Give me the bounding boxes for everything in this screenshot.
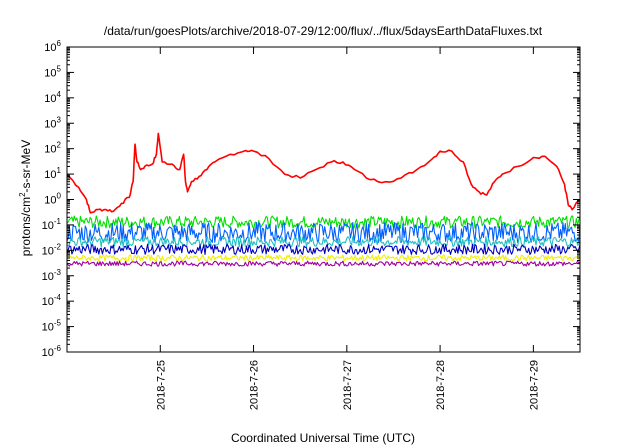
y-tick-label-1: 10-5 bbox=[42, 319, 62, 334]
y-tick-label-0: 10-6 bbox=[42, 344, 62, 359]
y-tick-label-12: 106 bbox=[44, 39, 61, 54]
plot-frame bbox=[66, 46, 581, 353]
x-tick-label-1: 2018-7-26 bbox=[249, 360, 261, 410]
x-tick-label-3: 2018-7-28 bbox=[435, 360, 447, 410]
y-axis-label: protons/cm2-s-sr-MeV bbox=[18, 140, 33, 256]
series-line-6 bbox=[66, 260, 581, 267]
x-tick-label-0: 2018-7-25 bbox=[155, 360, 167, 410]
chart-title: /data/run/goesPlots/archive/2018-07-29/1… bbox=[104, 24, 543, 38]
y-tick-label-10: 104 bbox=[44, 90, 61, 105]
series-line-1 bbox=[66, 215, 581, 229]
y-axis-ticks: 10-6 10-5 10-4 10-3 10-2 10-1 100 101 102 103 104 1… bbox=[42, 39, 580, 359]
x-axis-label: Coordinated Universal Time (UTC) bbox=[231, 431, 415, 445]
y-tick-label-4: 10-2 bbox=[42, 242, 62, 257]
y-tick-label-3: 10-3 bbox=[42, 268, 62, 283]
y-tick-label-5: 10-1 bbox=[42, 217, 62, 232]
x-tick-label-2: 2018-7-27 bbox=[342, 360, 354, 410]
y-tick-label-8: 102 bbox=[44, 141, 61, 156]
series-line-0 bbox=[66, 132, 581, 214]
series-line-5 bbox=[66, 254, 581, 262]
y-axis-label-prefix: protons/cm bbox=[19, 197, 33, 256]
y-tick-label-2: 10-4 bbox=[42, 293, 62, 308]
series-line-4 bbox=[66, 243, 581, 255]
y-axis-label-suffix: -s-sr-MeV bbox=[19, 140, 33, 193]
x-axis-ticks: 2018-7-25 2018-7-26 2018-7-27 2018-7-28 2018… bbox=[155, 47, 540, 410]
y-axis-label-superscript: 2 bbox=[18, 192, 27, 197]
y-tick-label-9: 103 bbox=[44, 115, 61, 130]
x-tick-label-4: 2018-7-29 bbox=[528, 360, 540, 410]
y-tick-label-7: 101 bbox=[44, 166, 61, 181]
y-tick-label-6: 100 bbox=[44, 192, 61, 207]
series-layer bbox=[66, 132, 581, 267]
series-line-2 bbox=[66, 222, 581, 244]
y-tick-label-11: 105 bbox=[44, 64, 61, 79]
